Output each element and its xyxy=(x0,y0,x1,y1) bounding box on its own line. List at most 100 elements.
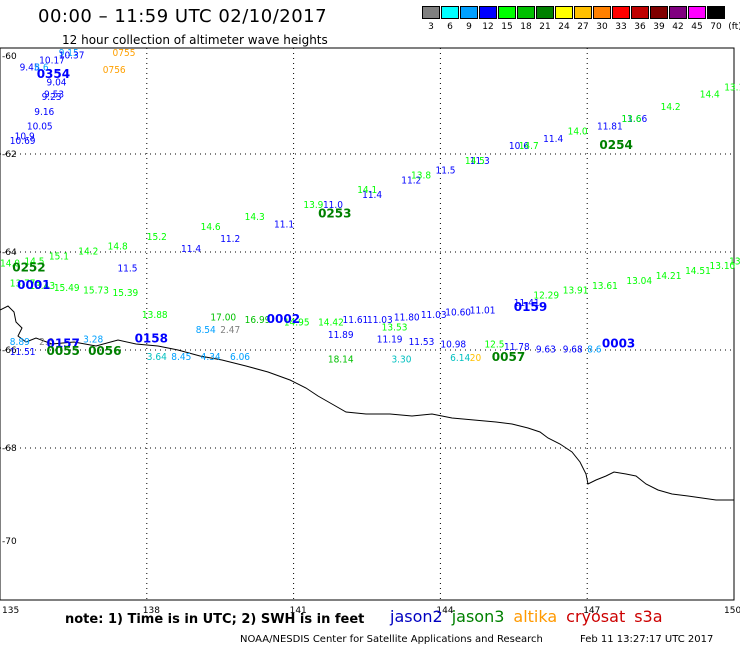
wave-height-value: 15.1 xyxy=(49,251,69,262)
lon-tick-147: 147 xyxy=(583,606,600,616)
wave-height-value: 10.05 xyxy=(27,122,53,133)
legend-swatch-70 xyxy=(707,6,725,19)
wave-height-value: 20 xyxy=(470,353,482,364)
legend-label-33: 33 xyxy=(615,22,627,32)
wave-height-value: 11.51 xyxy=(10,347,36,358)
legend-swatch-42 xyxy=(669,6,687,19)
legend-swatch-21 xyxy=(536,6,554,19)
lon-tick-144: 144 xyxy=(436,606,453,616)
wave-height-value: 13.43 xyxy=(29,281,55,292)
wave-height-value: 15.73 xyxy=(83,286,109,297)
legend-label-42: 42 xyxy=(672,22,684,32)
legend-label-3: 3 xyxy=(428,22,434,32)
legend-label-30: 30 xyxy=(596,22,608,32)
legend-label-36: 36 xyxy=(634,22,646,32)
axis-tick-labels: 135 138 141 144 147 150 -60 -62 -64 -66 -68 -70 xyxy=(2,52,740,616)
legend-label-18: 18 xyxy=(520,22,532,32)
wave-height-value: 3.64 xyxy=(147,352,167,363)
wave-height-value: 14.0 xyxy=(0,259,20,270)
pass-id-0254: 0254 xyxy=(599,138,632,152)
lon-tick-150: 150 xyxy=(724,606,740,616)
lon-tick-135: 135 xyxy=(2,606,19,616)
wave-height-value: 13.77 xyxy=(10,278,36,289)
legend-swatch-27 xyxy=(574,6,592,19)
wave-height-value: 10.98 xyxy=(440,340,466,351)
lat-tick--64: -64 xyxy=(2,248,17,258)
generated-timestamp: Feb 11 13:27:17 UTC 2017 xyxy=(580,634,714,645)
legend-label-45: 45 xyxy=(691,22,703,32)
pass-id-0056: 0056 xyxy=(88,344,121,358)
wave-height-value: 14.3 xyxy=(245,212,265,223)
wave-height-value: 13.61 xyxy=(592,281,618,292)
legend-swatch-33 xyxy=(612,6,630,19)
wave-height-value: 9.23 xyxy=(42,92,62,103)
wave-height-value: 13.91 xyxy=(563,286,589,297)
legend-label-24: 24 xyxy=(558,22,570,32)
pass-id-0055: 0055 xyxy=(46,344,79,358)
wave-height-value: 9.16 xyxy=(34,107,54,118)
wave-height-value: 11.19 xyxy=(377,335,403,346)
wave-height-value: 14.2 xyxy=(78,246,98,257)
satellite-jason2: jason2 xyxy=(390,607,443,626)
wave-height-value: 9.63 xyxy=(536,344,556,355)
wave-height-value: 15.2 xyxy=(147,232,167,243)
wave-height-value: 14.42 xyxy=(318,318,344,329)
wave-height-value: 14.7 xyxy=(519,141,539,152)
lon-tick-141: 141 xyxy=(290,606,307,616)
legend-label-9: 9 xyxy=(466,22,472,32)
wave-height-value: 11.3 xyxy=(470,156,490,167)
satellite-pass-ids: 0354 0254 0253 0252 0001 0159 0002 0158 01570055… xyxy=(12,67,635,364)
wave-height-value: 14.51 xyxy=(685,266,711,277)
pass-id-0001: 0001 xyxy=(17,278,50,292)
legend-label-21: 21 xyxy=(539,22,551,32)
wave-height-value: 14.1 xyxy=(357,185,377,196)
wave-height-value: 17.00 xyxy=(210,313,236,324)
wave-height-value: 11.01 xyxy=(470,305,496,316)
wave-height-value: 13.97 xyxy=(729,256,740,267)
legend-swatch-6 xyxy=(441,6,459,19)
lon-tick-138: 138 xyxy=(143,606,160,616)
legend-label-6: 6 xyxy=(447,22,453,32)
pass-id-0252: 0252 xyxy=(12,261,45,275)
legend-swatch-36 xyxy=(631,6,649,19)
lat-tick--60: -60 xyxy=(2,52,17,62)
wave-height-value: 2.47 xyxy=(220,325,240,336)
wave-height-value: 11.4 xyxy=(181,244,201,255)
page-subtitle: 12 hour collection of altimeter wave hei… xyxy=(62,33,328,47)
wave-height-value: 11.4 xyxy=(362,190,382,201)
wave-height-value: 14.95 xyxy=(284,318,310,329)
wave-height-value: 11.61 xyxy=(343,315,369,326)
legend-label-27: 27 xyxy=(577,22,589,32)
wave-height-value: 11.80 xyxy=(394,313,420,324)
pass-id-0159: 0159 xyxy=(514,300,547,314)
footnote: note: 1) Time is in UTC; 2) SWH is in fe… xyxy=(65,612,365,627)
wave-height-value: 15.39 xyxy=(113,288,139,299)
legend-label-70: 70 xyxy=(710,22,722,32)
lat-tick--70: -70 xyxy=(2,537,17,547)
wave-height-value: 11.5 xyxy=(117,264,137,275)
lat-tick--68: -68 xyxy=(2,444,17,454)
wave-height-value: 2.6 xyxy=(39,337,54,348)
wave-height-value: 10.6 xyxy=(509,141,529,152)
wave-height-value: 3.28 xyxy=(83,335,103,346)
legend-swatch-24 xyxy=(555,6,573,19)
pass-id-0003: 0003 xyxy=(602,337,635,351)
wave-height-value: 14.0 xyxy=(568,126,588,137)
wave-height-value: 16.99 xyxy=(245,315,271,326)
pass-id-0157: 0157 xyxy=(46,337,79,351)
wave-height-value: 11.1 xyxy=(274,220,294,231)
satellite-jason3: jason3 xyxy=(451,607,505,626)
wave-height-value: 8.89 xyxy=(10,337,30,348)
map-frame xyxy=(0,47,735,601)
wave-height-value: 11.2 xyxy=(401,175,421,186)
wave-height-observations: 9.1510.1710.379.458.69.049.539.239.1610.… xyxy=(0,48,740,365)
wave-height-value: 10.9 xyxy=(15,131,35,142)
legend-unit: (ft) xyxy=(728,22,740,32)
wave-height-value: 11.41 xyxy=(514,298,540,309)
wave-height-value: 13.10 xyxy=(710,261,736,272)
page-title: 00:00 – 11:59 UTC 02/10/2017 xyxy=(38,6,328,27)
pass-id-0057: 0057 xyxy=(492,350,525,364)
lat-tick--62: -62 xyxy=(2,150,17,160)
wave-height-value: 11.03 xyxy=(367,315,393,326)
wave-height-value: 10.60 xyxy=(445,308,471,319)
